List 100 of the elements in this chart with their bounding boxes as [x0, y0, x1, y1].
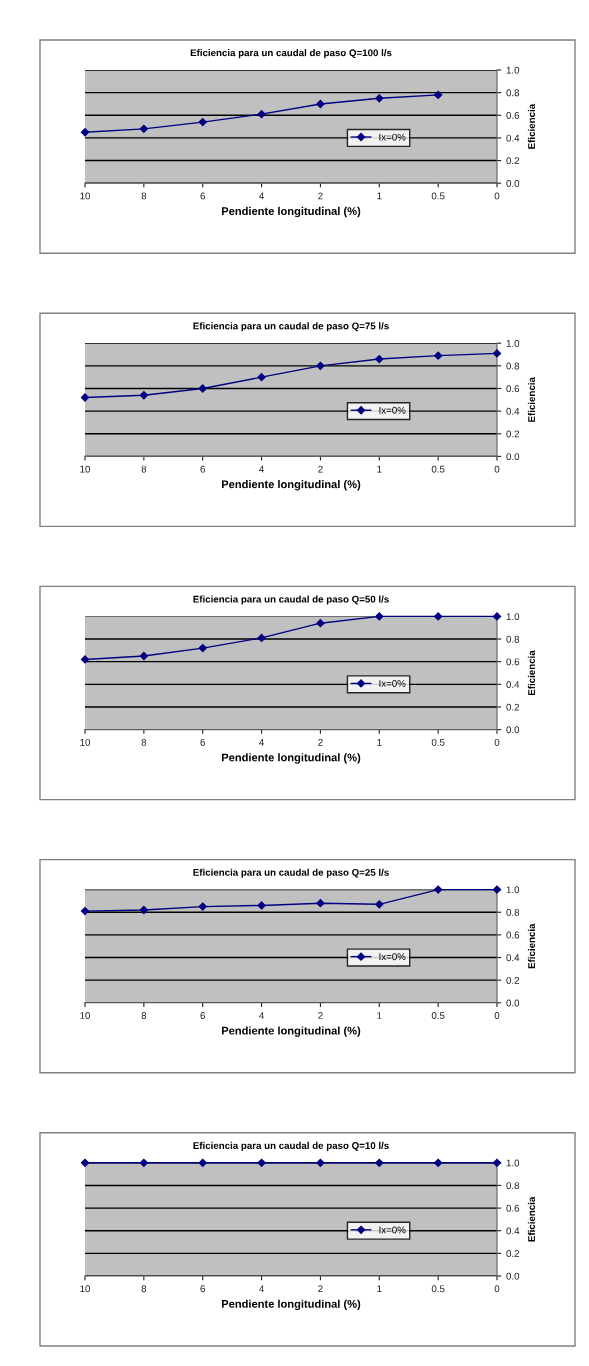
- point: [198, 117, 207, 127]
- y-tick-label: 0.8: [506, 1182, 520, 1190]
- x-tick-label: 1: [377, 1012, 382, 1019]
- x-tick-label: 10: [80, 1285, 91, 1293]
- point: [434, 351, 443, 360]
- x-tick-label: 2: [318, 192, 323, 200]
- x-tick-label: 8: [141, 192, 147, 200]
- point: [492, 885, 502, 894]
- point: [375, 94, 384, 103]
- point: [139, 391, 148, 400]
- point: [139, 651, 148, 661]
- point: [139, 124, 148, 133]
- x-axis-title: Pendiente longitudinal (%): [222, 480, 361, 491]
- y-tick-label: 0.4: [506, 134, 520, 142]
- y-tick-label: 1.0: [506, 886, 520, 894]
- x-axis-title: Pendiente longitudinal (%): [222, 206, 361, 218]
- x-tick-label: 8: [141, 1285, 147, 1293]
- legend-label: Ix=0%: [379, 133, 406, 141]
- y-tick-label: 0.8: [506, 362, 520, 370]
- y-tick-label: 0.2: [506, 976, 520, 984]
- x-tick-label: 6: [200, 1285, 205, 1293]
- y-tick-label: 0.2: [506, 1250, 520, 1257]
- point: [434, 885, 443, 894]
- point: [257, 901, 266, 910]
- chart-title: Eficiencia para un caudal de paso Q=75 l/s: [193, 322, 389, 332]
- x-tick-label: 1: [377, 192, 382, 200]
- x-tick-label: 1: [377, 1285, 382, 1293]
- x-tick-label: 4: [259, 465, 264, 473]
- y-tick-label: 0.2: [506, 157, 520, 165]
- point: [257, 373, 266, 382]
- x-tick-label: 4: [259, 192, 264, 200]
- y-axis-title: Eficiencia: [527, 650, 536, 696]
- legend-label: Ix=0%: [379, 1226, 406, 1234]
- x-axis-title: Pendiente longitudinal (%): [222, 1026, 361, 1037]
- y-tick-label: 0.8: [506, 908, 520, 916]
- point: [80, 655, 90, 664]
- point: [198, 384, 207, 393]
- point: [434, 90, 443, 100]
- y-tick-label: 0.0: [506, 999, 520, 1007]
- y-axis-title: Eficiencia: [527, 103, 536, 149]
- point: [375, 354, 384, 364]
- x-axis-title: Pendiente longitudinal (%): [222, 1299, 361, 1311]
- x-tick-label: 10: [80, 192, 91, 200]
- x-tick-label: 0.5: [431, 465, 445, 473]
- y-tick-label: 0.0: [506, 453, 520, 461]
- x-tick-label: 0: [494, 1012, 500, 1019]
- point: [257, 110, 266, 119]
- x-tick-label: 0.5: [431, 192, 445, 200]
- x-tick-label: 0.5: [431, 738, 445, 746]
- x-tick-label: 0.5: [431, 1012, 445, 1019]
- point: [198, 902, 207, 911]
- x-tick-label: 6: [200, 1012, 205, 1019]
- y-tick-label: 0.6: [506, 112, 520, 119]
- x-tick-label: 2: [318, 738, 323, 746]
- y-tick-label: 0.0: [506, 1272, 520, 1280]
- x-tick-label: 10: [80, 465, 91, 473]
- x-tick-label: 4: [259, 738, 264, 746]
- y-tick-label: 1.0: [506, 1159, 520, 1167]
- y-tick-label: 0.8: [506, 89, 520, 97]
- x-tick-label: 0: [494, 192, 500, 200]
- point: [139, 905, 148, 915]
- x-tick-label: 10: [80, 1012, 91, 1019]
- y-tick-label: 0.8: [506, 635, 520, 643]
- y-tick-label: 0.4: [506, 954, 520, 962]
- y-tick-label: 0.0: [506, 179, 520, 187]
- x-tick-label: 4: [259, 1285, 264, 1293]
- point: [316, 361, 325, 370]
- x-tick-label: 1: [377, 738, 382, 746]
- x-tick-label: 2: [318, 465, 323, 473]
- y-tick-label: 0.4: [506, 681, 520, 688]
- y-tick-label: 0.4: [506, 1227, 520, 1235]
- x-tick-label: 6: [200, 192, 205, 200]
- point: [80, 128, 90, 137]
- point: [492, 612, 502, 621]
- x-tick-label: 0.5: [431, 1285, 445, 1293]
- x-tick-label: 1: [377, 465, 382, 473]
- legend-label: Ix=0%: [379, 680, 406, 687]
- chart-title: Eficiencia para un caudal de paso Q=50 l/s: [193, 595, 389, 605]
- y-axis-title: Eficiencia: [527, 1196, 536, 1242]
- point: [492, 349, 502, 358]
- x-tick-label: 0: [494, 738, 500, 746]
- x-tick-label: 4: [259, 1012, 264, 1019]
- point: [198, 643, 207, 653]
- point: [80, 906, 90, 916]
- point: [257, 633, 266, 643]
- point: [316, 99, 325, 109]
- y-axis-title: Eficiencia: [527, 923, 536, 969]
- x-tick-label: 0: [494, 1285, 500, 1293]
- y-axis-title: Eficiencia: [527, 377, 536, 422]
- y-tick-label: 1.0: [506, 339, 520, 347]
- x-tick-label: 2: [318, 1012, 323, 1019]
- point: [316, 619, 325, 628]
- chart-title: Eficiencia para un caudal de paso Q=25 l/s: [193, 868, 389, 878]
- x-tick-label: 8: [141, 465, 147, 473]
- y-tick-label: 1.0: [506, 613, 520, 621]
- chart-title: Eficiencia para un caudal de paso Q=100 l/s: [190, 49, 392, 59]
- y-tick-label: 1.0: [506, 66, 520, 74]
- legend-label: Ix=0%: [379, 953, 406, 961]
- x-tick-label: 6: [200, 465, 205, 473]
- y-tick-label: 0.6: [506, 658, 520, 666]
